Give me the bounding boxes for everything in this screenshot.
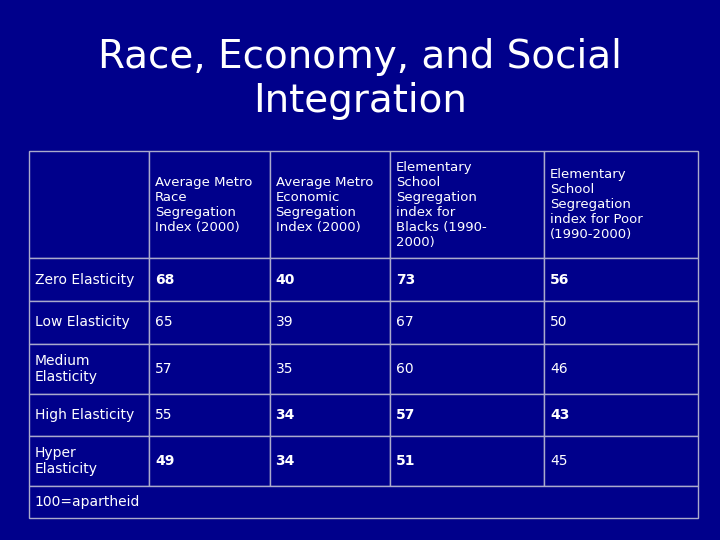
Text: 100=apartheid: 100=apartheid <box>35 495 140 509</box>
Text: 68: 68 <box>155 273 174 287</box>
Bar <box>29 301 149 344</box>
Bar <box>270 151 390 258</box>
Text: 57: 57 <box>396 408 415 422</box>
Bar <box>544 301 698 344</box>
Bar <box>149 258 270 301</box>
Bar <box>390 151 544 258</box>
Bar <box>29 394 149 436</box>
Bar <box>544 151 698 258</box>
Text: 35: 35 <box>276 362 293 376</box>
Text: 67: 67 <box>396 315 414 329</box>
Text: 56: 56 <box>550 273 570 287</box>
Text: 51: 51 <box>396 454 415 468</box>
Bar <box>544 258 698 301</box>
Bar <box>390 258 544 301</box>
Bar <box>29 436 149 487</box>
Text: 57: 57 <box>155 362 173 376</box>
Text: 45: 45 <box>550 454 567 468</box>
Bar <box>270 258 390 301</box>
Bar <box>29 344 149 394</box>
Text: Zero Elasticity: Zero Elasticity <box>35 273 134 287</box>
Text: 50: 50 <box>550 315 567 329</box>
Text: Medium
Elasticity: Medium Elasticity <box>35 354 98 384</box>
Bar <box>270 301 390 344</box>
Bar <box>390 344 544 394</box>
Text: 49: 49 <box>155 454 174 468</box>
Bar <box>149 394 270 436</box>
Text: Low Elasticity: Low Elasticity <box>35 315 130 329</box>
Text: 34: 34 <box>276 454 295 468</box>
Text: Average Metro
Economic
Segregation
Index (2000): Average Metro Economic Segregation Index… <box>276 176 373 234</box>
Text: High Elasticity: High Elasticity <box>35 408 134 422</box>
Bar <box>544 436 698 487</box>
Text: Elementary
School
Segregation
index for Poor
(1990-2000): Elementary School Segregation index for … <box>550 168 643 241</box>
Bar <box>544 344 698 394</box>
Bar <box>149 301 270 344</box>
Text: 34: 34 <box>276 408 295 422</box>
Bar <box>270 394 390 436</box>
Bar <box>149 151 270 258</box>
Text: 73: 73 <box>396 273 415 287</box>
Bar <box>270 436 390 487</box>
Text: 46: 46 <box>550 362 568 376</box>
Text: Hyper
Elasticity: Hyper Elasticity <box>35 446 98 476</box>
Bar <box>390 394 544 436</box>
Bar <box>29 258 149 301</box>
Text: Elementary
School
Segregation
index for
Blacks (1990-
2000): Elementary School Segregation index for … <box>396 161 487 249</box>
Bar <box>390 436 544 487</box>
Text: Race, Economy, and Social
Integration: Race, Economy, and Social Integration <box>98 38 622 120</box>
Bar <box>149 436 270 487</box>
Bar <box>29 487 698 518</box>
Text: Average Metro
Race
Segregation
Index (2000): Average Metro Race Segregation Index (20… <box>155 176 253 234</box>
Text: 65: 65 <box>155 315 173 329</box>
Bar <box>29 151 149 258</box>
Bar <box>390 301 544 344</box>
Text: 55: 55 <box>155 408 173 422</box>
Bar <box>149 344 270 394</box>
Text: 43: 43 <box>550 408 570 422</box>
Text: 39: 39 <box>276 315 293 329</box>
Bar <box>544 394 698 436</box>
Text: 60: 60 <box>396 362 414 376</box>
Text: 40: 40 <box>276 273 295 287</box>
Bar <box>270 344 390 394</box>
